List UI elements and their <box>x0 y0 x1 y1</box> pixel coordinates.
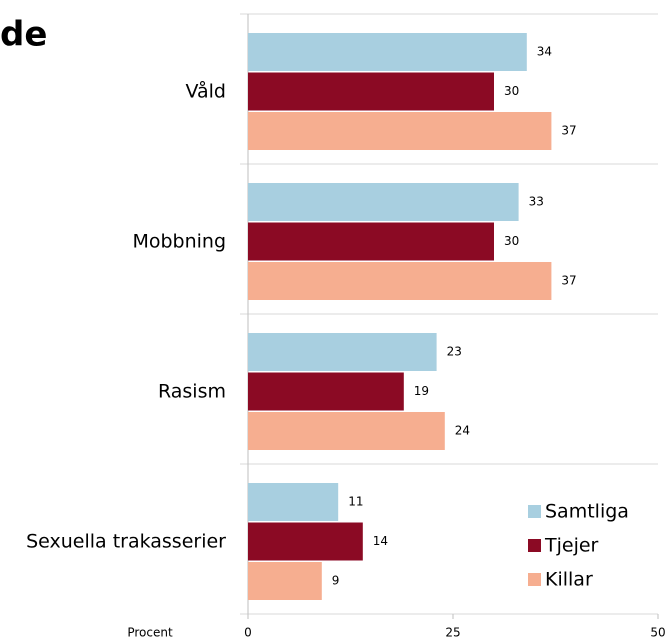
bar <box>248 262 552 300</box>
bar <box>248 333 437 371</box>
y-tick-label: Rasism <box>158 381 226 403</box>
bar <box>248 112 552 150</box>
legend-swatch <box>528 505 541 518</box>
data-label: 30 <box>504 234 519 248</box>
data-label: 14 <box>373 534 388 548</box>
legend-label: Killar <box>545 569 593 591</box>
data-label: 37 <box>561 274 576 288</box>
bar <box>248 372 404 411</box>
data-label: 9 <box>332 574 340 588</box>
bar <box>248 72 494 111</box>
bar <box>248 412 445 450</box>
data-label: 33 <box>529 195 544 209</box>
data-label: 11 <box>348 495 363 509</box>
y-tick-label: Våld <box>185 80 226 103</box>
y-tick-label: Sexuella trakasserier <box>26 531 226 553</box>
x-tick-label: 25 <box>445 626 460 640</box>
x-tick-label: 0 <box>244 626 252 640</box>
data-label: 37 <box>561 124 576 138</box>
data-label: 34 <box>537 45 552 59</box>
data-label: 24 <box>455 424 470 438</box>
bar <box>248 483 339 521</box>
bar <box>248 562 322 600</box>
data-label: 19 <box>414 384 429 398</box>
legend-label: Samtliga <box>545 501 629 523</box>
legend-swatch <box>528 573 541 586</box>
bar <box>248 183 519 221</box>
y-tick-label: Mobbning <box>132 231 226 253</box>
legend-label: Tjejer <box>544 535 599 557</box>
data-label: 23 <box>447 345 462 359</box>
legend-swatch <box>528 539 541 552</box>
x-tick-label: 50 <box>650 626 665 640</box>
bar <box>248 222 494 261</box>
x-axis-label: Procent <box>127 626 173 640</box>
data-label: 30 <box>504 84 519 98</box>
bar <box>248 522 363 561</box>
bar <box>248 33 527 71</box>
chart-title: de <box>0 15 47 55</box>
